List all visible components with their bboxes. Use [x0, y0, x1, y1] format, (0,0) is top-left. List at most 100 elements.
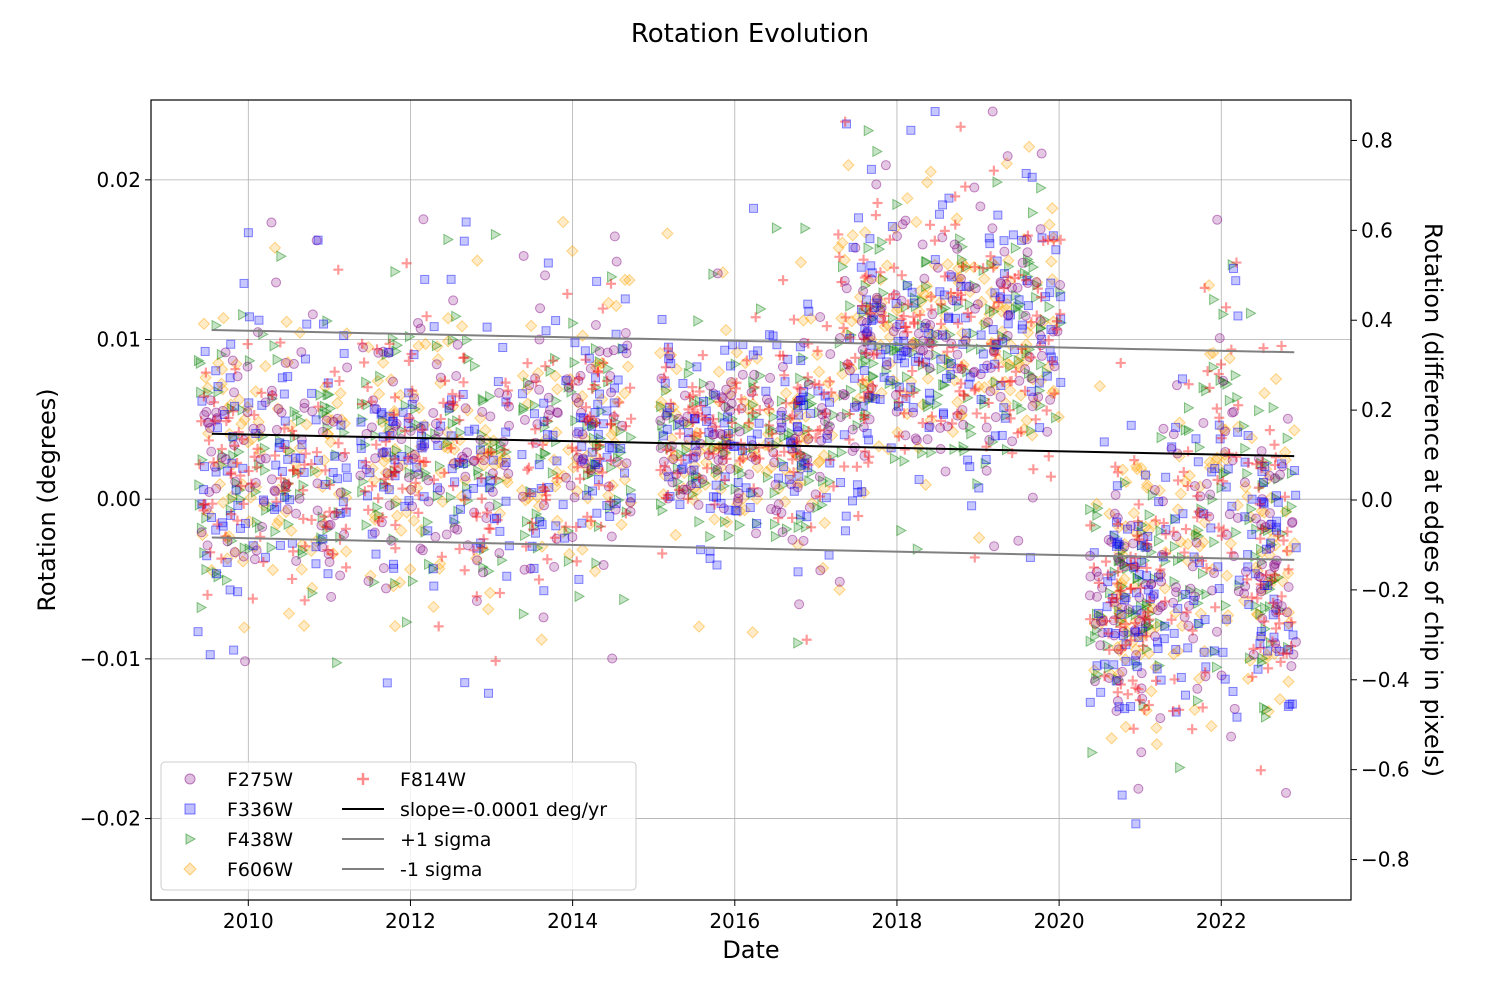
data-point-F275W [1256, 586, 1267, 597]
data-point-F438W [227, 493, 239, 505]
data-point-F275W [1149, 485, 1160, 496]
data-point-F275W [803, 379, 814, 390]
data-point-F275W [890, 390, 901, 401]
data-point-F606W [551, 514, 564, 528]
data-point-F606W [434, 466, 448, 479]
data-point-F438W [201, 563, 212, 576]
data-point-F438W [985, 303, 996, 316]
data-point-F438W [462, 481, 473, 493]
data-point-F275W [605, 370, 616, 381]
data-point-F438W [1115, 538, 1126, 550]
data-point-F336W [428, 564, 438, 574]
data-point-F438W [1092, 624, 1103, 636]
data-point-F438W [668, 412, 680, 424]
data-point-F275W [543, 392, 554, 403]
data-point-F606W [778, 495, 792, 508]
data-point-F336W [382, 678, 392, 688]
data-point-F275W [866, 274, 877, 285]
data-point-F814W [853, 510, 864, 521]
data-point-F606W [822, 376, 835, 389]
data-point-F438W [888, 312, 899, 324]
data-point-F438W [339, 426, 350, 439]
data-point-F606W [882, 319, 895, 332]
data-point-F606W [215, 363, 229, 376]
data-point-F606W [915, 295, 928, 308]
data-point-F275W [409, 449, 420, 460]
data-point-F606W [800, 429, 813, 443]
data-point-F438W [615, 425, 627, 437]
data-point-F275W [1198, 417, 1209, 428]
data-point-F438W [980, 319, 992, 331]
data-point-F814W [821, 321, 832, 332]
data-point-F275W [952, 410, 963, 421]
y-tick-label: −0.01 [80, 647, 141, 671]
data-point-F275W [201, 504, 212, 515]
data-point-F275W [519, 414, 530, 425]
data-point-F275W [335, 570, 346, 581]
data-point-F336W [824, 550, 834, 560]
data-point-F336W [1034, 378, 1044, 388]
data-point-F606W [202, 507, 216, 520]
data-point-F606W [765, 461, 778, 474]
data-point-F336W [662, 424, 672, 434]
data-point-F814W [875, 267, 886, 278]
data-point-F606W [524, 319, 538, 333]
data-point-F606W [659, 382, 673, 396]
data-point-F275W [1183, 601, 1194, 612]
data-point-F336W [907, 287, 917, 297]
data-point-F606W [412, 401, 426, 415]
data-point-F438W [539, 421, 551, 434]
data-point-F438W [1001, 332, 1013, 345]
data-point-F606W [886, 374, 900, 387]
data-point-F606W [862, 274, 875, 287]
data-point-F814W [750, 312, 761, 323]
data-point-F275W [751, 528, 762, 539]
data-point-F606W [1276, 575, 1289, 588]
data-point-F438W [428, 562, 439, 575]
data-point-F275W [266, 474, 277, 485]
data-point-F606W [406, 388, 420, 401]
data-point-F336W [205, 650, 215, 660]
data-point-F438W [1183, 402, 1195, 414]
data-point-F275W [288, 358, 299, 369]
legend-label: F438W [227, 829, 293, 851]
data-point-F336W [1112, 481, 1122, 491]
data-point-F438W [529, 399, 541, 412]
data-point-F336W [1263, 580, 1273, 590]
data-point-F606W [571, 396, 584, 409]
data-point-F438W [783, 428, 795, 441]
data-point-F438W [407, 575, 419, 588]
data-point-F275W [969, 366, 980, 377]
data-point-F438W [836, 446, 848, 459]
data-point-F275W [776, 507, 787, 518]
data-point-F275W [733, 493, 744, 504]
data-point-F606W [379, 450, 393, 463]
data-point-F438W [402, 616, 413, 628]
data-point-F438W [823, 418, 835, 431]
data-point-F336W [272, 502, 282, 512]
data-point-F438W [495, 443, 507, 456]
data-point-F438W [381, 348, 393, 361]
data-point-F606W [692, 620, 706, 633]
data-point-F438W [1183, 424, 1195, 437]
data-point-F275W [900, 215, 911, 226]
data-point-F606W [259, 360, 272, 373]
data-point-F438W [236, 493, 247, 506]
data-point-F606W [1244, 510, 1258, 524]
data-point-F336W [1232, 712, 1242, 722]
data-point-F336W [199, 462, 209, 472]
data-point-F438W [964, 298, 976, 311]
data-point-F438W [322, 523, 333, 536]
data-point-F275W [768, 447, 779, 458]
data-point-F275W [871, 179, 882, 190]
data-point-F606W [797, 314, 810, 327]
data-point-F336W [1042, 371, 1052, 381]
data-point-F275W [1256, 559, 1267, 570]
data-point-F438W [1222, 378, 1233, 390]
data-point-F336W [604, 442, 614, 452]
data-point-F438W [1144, 607, 1156, 620]
data-point-F606W [789, 438, 803, 451]
legend-label: F606W [227, 859, 293, 881]
data-point-F814W [571, 556, 582, 567]
data-point-F438W [442, 437, 453, 450]
